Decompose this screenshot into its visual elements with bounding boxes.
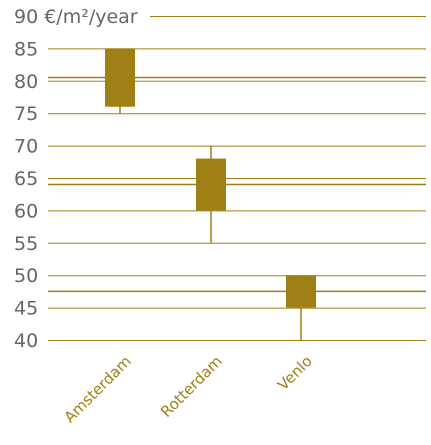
y-tick-label-75: 75 <box>14 103 38 125</box>
category-label-venlo: Venlo <box>274 352 316 394</box>
range-bars <box>105 48 316 308</box>
y-tick-label-55: 55 <box>14 233 38 255</box>
category-labels: Amsterdam Rotterdam Venlo <box>61 352 316 426</box>
y-tick-label-40: 40 <box>14 330 38 352</box>
y-axis-ticks: 40 45 50 55 60 65 70 75 80 85 90 €/m²/year <box>14 6 138 352</box>
y-tick-label-45: 45 <box>14 298 38 320</box>
y-tick-label-60: 60 <box>14 200 38 222</box>
y-tick-label-70: 70 <box>14 136 38 158</box>
category-label-amsterdam: Amsterdam <box>61 352 135 426</box>
y-tick-label-85: 85 <box>14 38 38 60</box>
range-whiskers <box>48 48 426 340</box>
category-label-rotterdam: Rotterdam <box>157 352 226 421</box>
bar-venlo <box>286 275 316 308</box>
y-tick-label-65: 65 <box>14 168 38 190</box>
bar-amsterdam <box>105 48 135 107</box>
bar-rotterdam <box>196 158 226 211</box>
y-tick-label-90: 90 €/m²/year <box>14 6 138 28</box>
grid-lines <box>48 16 426 341</box>
y-tick-label-80: 80 <box>14 71 38 93</box>
y-tick-label-50: 50 <box>14 265 38 287</box>
